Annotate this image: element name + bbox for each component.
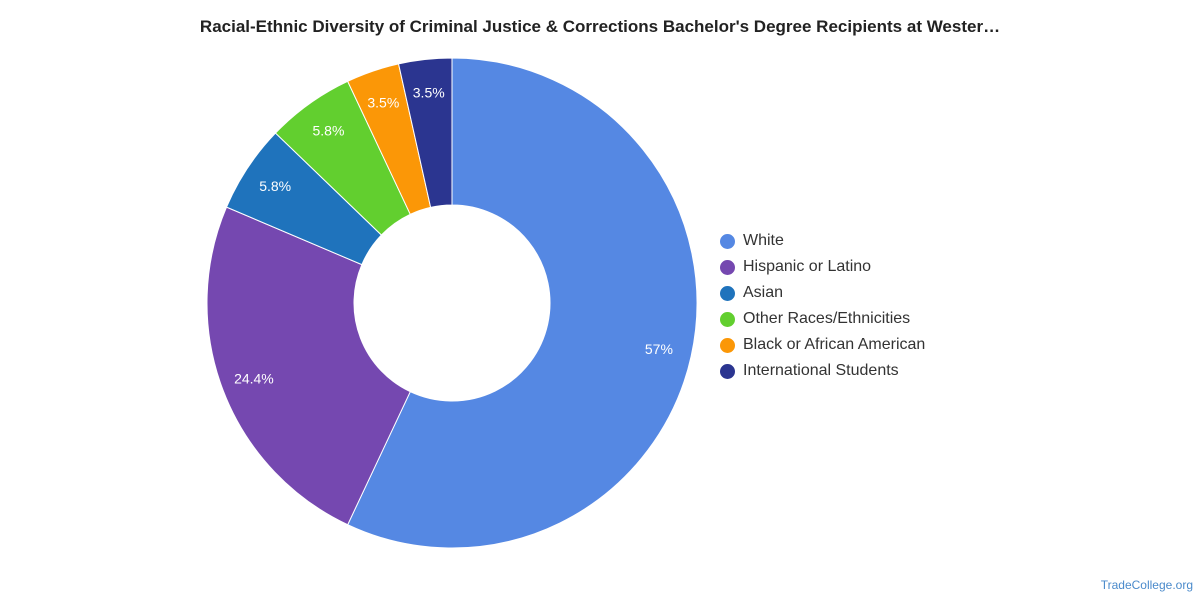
legend-item-2[interactable]: Asian [720, 280, 925, 306]
legend-item-5[interactable]: International Students [720, 358, 925, 384]
watermark[interactable]: TradeCollege.org [1100, 578, 1193, 592]
legend-item-4[interactable]: Black or African American [720, 332, 925, 358]
legend-item-1[interactable]: Hispanic or Latino [720, 254, 925, 280]
slice-label-4: 3.5% [367, 94, 399, 110]
legend-swatch-0 [720, 233, 735, 249]
slice-label-3: 5.8% [313, 123, 345, 139]
legend-swatch-5 [720, 363, 735, 379]
legend-label-5: International Students [743, 362, 899, 379]
legend-label-3: Other Races/Ethnicities [743, 310, 911, 327]
legend-item-0[interactable]: White [720, 228, 925, 254]
legend-label-4: Black or African American [743, 336, 926, 353]
legend-swatch-1 [720, 259, 735, 275]
legend-swatch-3 [720, 311, 735, 327]
slice-1[interactable] [206, 206, 411, 526]
slice-5[interactable] [397, 57, 453, 208]
slice-label-0: 57% [645, 341, 673, 357]
slice-labels: 57% 24.4% 5.8% 5.8% 3.5% 3.5% [234, 84, 673, 386]
slice-label-2: 5.8% [259, 178, 291, 194]
slice-label-1: 24.4% [234, 371, 274, 387]
donut-slices [206, 57, 698, 549]
legend-label-1: Hispanic or Latino [743, 258, 872, 275]
slice-label-5: 3.5% [413, 84, 445, 100]
slice-0[interactable] [347, 57, 698, 549]
chart-title: Racial-Ethnic Diversity of Criminal Just… [199, 17, 1001, 36]
legend-item-3[interactable]: Other Races/Ethnicities [720, 306, 925, 332]
legend-swatch-2 [720, 285, 735, 301]
chart-legend: White Hispanic or Latino Asian Other Races/… [720, 228, 925, 384]
legend-label-0: White [743, 232, 784, 249]
legend-swatch-4 [720, 337, 735, 353]
legend-label-2: Asian [743, 284, 784, 301]
